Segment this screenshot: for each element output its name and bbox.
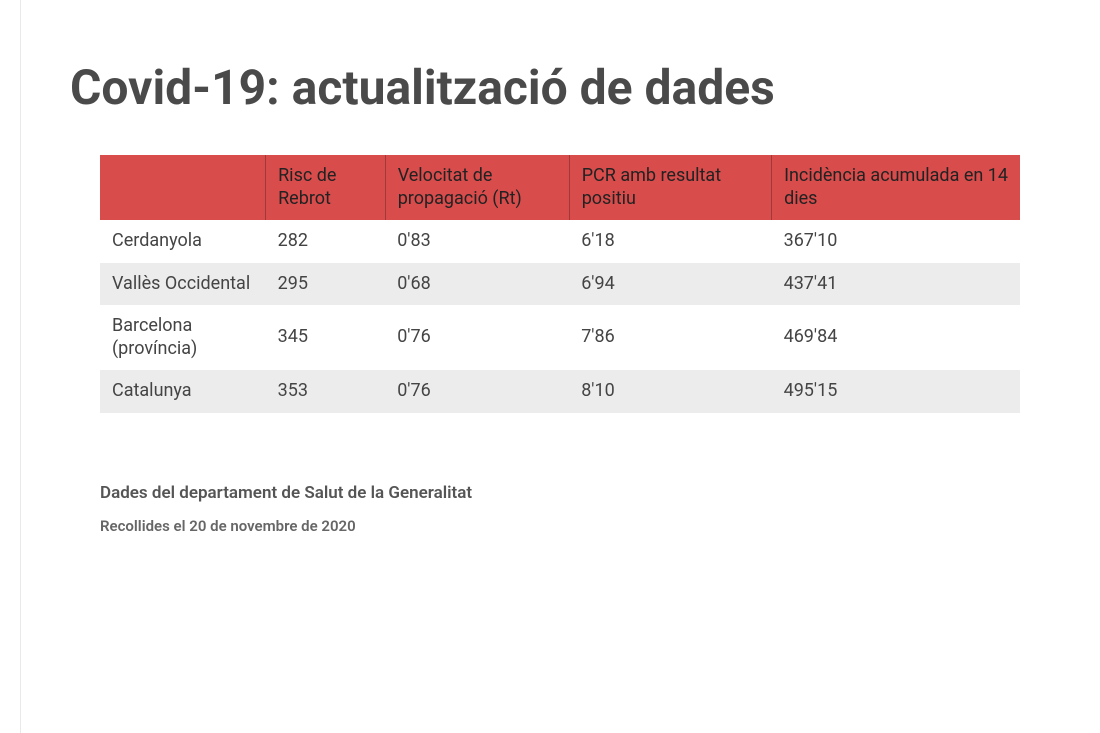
cell-risc: 295 [266, 263, 386, 306]
table-row: Barcelona (província) 345 0'76 7'86 469'… [100, 305, 1020, 370]
cell-rt: 0'76 [385, 370, 569, 413]
page-title: Covid-19: actualització de dades [70, 60, 1030, 115]
footer-collected: Recollides el 20 de novembre de 2020 [100, 517, 1030, 535]
table-header-row: Risc de Rebrot Velocitat de propagació (… [100, 155, 1020, 220]
cell-inc: 367'10 [772, 220, 1020, 263]
table-row: Vallès Occidental 295 0'68 6'94 437'41 [100, 263, 1020, 306]
col-header-region [100, 155, 266, 220]
cell-inc: 495'15 [772, 370, 1020, 413]
cell-region: Barcelona (província) [100, 305, 266, 370]
table-row: Cerdanyola 282 0'83 6'18 367'10 [100, 220, 1020, 263]
cell-rt: 0'68 [385, 263, 569, 306]
col-header-rt: Velocitat de propagació (Rt) [385, 155, 569, 220]
cell-rt: 0'83 [385, 220, 569, 263]
cell-pcr: 6'18 [569, 220, 771, 263]
footer: Dades del departament de Salut de la Gen… [100, 483, 1030, 535]
cell-risc: 353 [266, 370, 386, 413]
cell-pcr: 7'86 [569, 305, 771, 370]
cell-pcr: 6'94 [569, 263, 771, 306]
covid-data-table: Risc de Rebrot Velocitat de propagació (… [100, 155, 1020, 413]
cell-region: Vallès Occidental [100, 263, 266, 306]
col-header-inc: Incidència acumulada en 14 dies [772, 155, 1020, 220]
cell-rt: 0'76 [385, 305, 569, 370]
col-header-pcr: PCR amb resultat positiu [569, 155, 771, 220]
footer-source: Dades del departament de Salut de la Gen… [100, 483, 1030, 503]
cell-inc: 437'41 [772, 263, 1020, 306]
table-row: Catalunya 353 0'76 8'10 495'15 [100, 370, 1020, 413]
data-table-container: Risc de Rebrot Velocitat de propagació (… [100, 155, 1020, 413]
cell-risc: 345 [266, 305, 386, 370]
cell-region: Catalunya [100, 370, 266, 413]
left-border-rule [20, 0, 21, 733]
cell-risc: 282 [266, 220, 386, 263]
cell-region: Cerdanyola [100, 220, 266, 263]
col-header-risc: Risc de Rebrot [266, 155, 386, 220]
cell-inc: 469'84 [772, 305, 1020, 370]
cell-pcr: 8'10 [569, 370, 771, 413]
